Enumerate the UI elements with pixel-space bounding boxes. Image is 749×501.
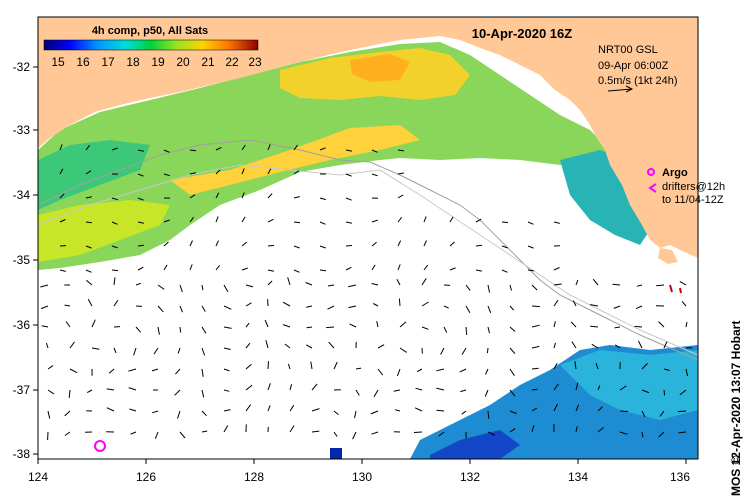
current-vector (268, 361, 269, 369)
current-vector (532, 306, 540, 307)
x-tick-label: 132 (460, 470, 480, 484)
y-axis: -32 -33 -34 -35 -36 -37 -38 (13, 60, 38, 461)
current-vector (326, 327, 334, 328)
colorbar-tick: 21 (201, 55, 215, 69)
drifters-legend-line1: drifters@12h (662, 181, 725, 193)
colorbar-tick: 20 (176, 55, 190, 69)
colorbar-label: 4h comp, p50, All Sats (92, 25, 208, 37)
current-vector (138, 245, 144, 246)
y-tick-label: -36 (13, 318, 31, 332)
colorbar-tick: 15 (51, 55, 65, 69)
current-info-line2: 09-Apr 06:00Z (598, 60, 669, 72)
current-vector (656, 285, 664, 286)
current-info-line3: 0.5m/s (1kt 24h) (598, 75, 677, 87)
colorbar-tick: 23 (248, 55, 262, 69)
current-vector (502, 222, 508, 223)
x-tick-label: 128 (244, 470, 264, 484)
current-vector (112, 270, 118, 271)
imos-credit: IMOS 12-Apr-2020 13:07 Hobart (729, 321, 743, 496)
current-vector (399, 299, 400, 307)
y-tick-label: -35 (13, 253, 31, 267)
colorbar-tick: 17 (101, 55, 115, 69)
colorbar-tick: 22 (225, 55, 239, 69)
x-tick-label: 136 (670, 470, 690, 484)
x-tick-label: 126 (136, 470, 156, 484)
current-vector (268, 245, 274, 246)
map-title: 10-Apr-2020 16Z (472, 26, 572, 41)
current-vector (532, 368, 539, 369)
y-tick-label: -37 (13, 383, 31, 397)
current-info-line1: NRT00 GSL (598, 44, 658, 56)
current-vector (620, 411, 628, 412)
current-vector (320, 270, 326, 271)
y-tick-label: -33 (13, 123, 31, 137)
current-vector (346, 246, 352, 247)
x-tick-label: 134 (568, 470, 588, 484)
current-vector (180, 327, 181, 333)
current-vector (664, 390, 665, 395)
current-vector (635, 326, 642, 327)
y-tick-label: -34 (13, 188, 31, 202)
current-vector (466, 327, 467, 335)
y-tick-label: -38 (13, 447, 31, 461)
current-vector (487, 348, 488, 353)
current-vector (414, 432, 422, 433)
drifters-legend-line2: to 11/04-12Z (662, 194, 724, 206)
y-tick-label: -32 (13, 60, 31, 74)
sst-south-speck (330, 448, 342, 459)
x-axis: 124 126 128 130 132 134 136 (28, 459, 690, 484)
current-vector (590, 326, 598, 327)
colorbar-tick: 16 (76, 55, 90, 69)
x-tick-label: 130 (352, 470, 372, 484)
x-tick-label: 124 (28, 470, 48, 484)
copyright-symbol: © (729, 455, 743, 464)
current-vector (307, 327, 312, 328)
current-vector (678, 411, 686, 412)
current-vector (294, 222, 300, 223)
colorbar-tick: 18 (126, 55, 140, 69)
argo-legend-label: Argo (662, 167, 688, 179)
colorbar-gradient (44, 40, 258, 50)
colorbar-tick: 19 (151, 55, 165, 69)
